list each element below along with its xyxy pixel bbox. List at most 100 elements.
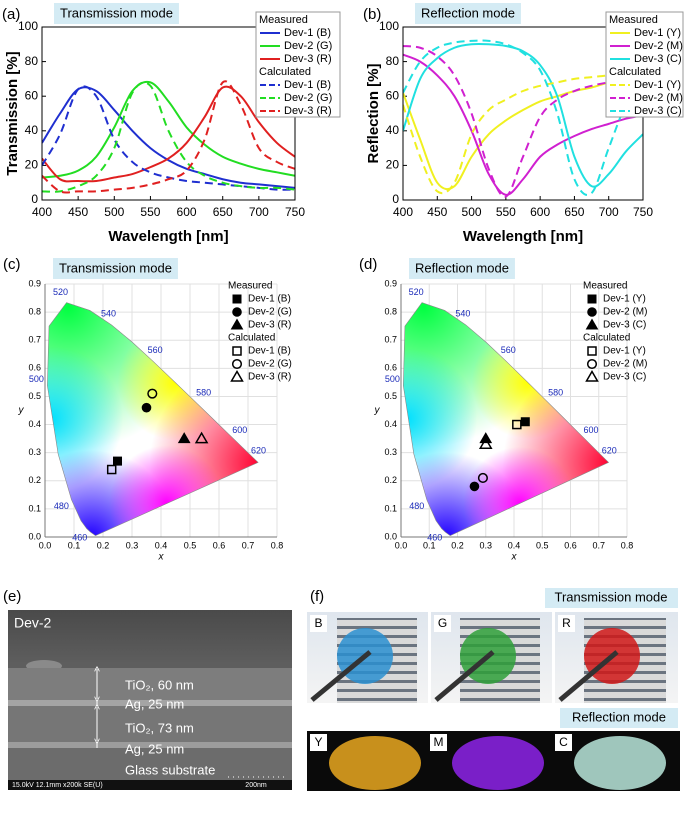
x-tick-label: 0.7 xyxy=(592,540,605,550)
label-box xyxy=(558,615,575,632)
series-line xyxy=(403,39,643,196)
x-tick-label: 0.4 xyxy=(155,540,168,550)
legend-title: Measured xyxy=(228,281,272,292)
series-line xyxy=(42,86,295,189)
locus-label: 500 xyxy=(29,374,44,384)
x-tick-label: 750 xyxy=(285,205,305,219)
legend-label: Dev-2 (M) xyxy=(603,359,647,370)
photo-label: R xyxy=(562,616,571,630)
layer xyxy=(8,700,292,706)
label-box xyxy=(310,615,327,632)
x-tick-label: 400 xyxy=(393,205,413,219)
legend-label: Dev-1 (Y) xyxy=(603,346,646,357)
locus-label: 620 xyxy=(602,445,617,455)
legend: Measured Dev-1 (Y) Dev-2 (M) Dev-3 (C) Calcu… xyxy=(583,281,647,383)
y-tick-label: 0.9 xyxy=(384,278,397,288)
title-group: Transmission mode xyxy=(54,3,179,24)
x-tick-label: 0.8 xyxy=(621,540,634,550)
locus-label: 460 xyxy=(427,532,442,542)
layer xyxy=(8,706,292,742)
legend: Measured Dev-1 (B) Dev-2 (G) Dev-3 (R) Calcu… xyxy=(228,281,292,383)
x-tick-label: 600 xyxy=(177,205,197,219)
legend-marker xyxy=(230,370,244,382)
chart-title: Reflection mode xyxy=(421,5,515,20)
y-tick-label: 0.2 xyxy=(28,475,41,485)
y-tick-label: 40 xyxy=(386,123,400,137)
legend-label: Dev-1 (Y) xyxy=(634,27,681,39)
y-tick-label: 0.9 xyxy=(28,278,41,288)
legend-label: Dev-2 (M) xyxy=(634,40,683,52)
chart-title: Transmission mode xyxy=(59,260,172,275)
y-tick-label: 0.2 xyxy=(384,475,397,485)
photo-label: G xyxy=(438,616,447,630)
y-axis-title: y xyxy=(18,405,25,416)
data-point xyxy=(177,432,191,444)
tweezers xyxy=(434,650,495,702)
x-tick-label: 450 xyxy=(68,205,88,219)
legend-marker xyxy=(585,318,599,330)
legend-label: Dev-3 (R) xyxy=(284,53,332,65)
filter-disc xyxy=(452,736,544,790)
locus-label: 460 xyxy=(72,532,87,542)
legend-title: Measured xyxy=(609,14,658,26)
x-tick-label: 650 xyxy=(213,205,233,219)
title-group: Transmission mode xyxy=(53,258,178,279)
panel-label: (f) xyxy=(310,588,324,605)
y-tick-label: 0.5 xyxy=(28,391,41,401)
y-tick-label: 0.8 xyxy=(28,306,41,316)
series-line xyxy=(403,53,643,196)
plot-lines xyxy=(42,80,295,194)
data-point xyxy=(113,456,122,466)
spectral-locus xyxy=(47,302,259,536)
x-tick-label: 650 xyxy=(564,205,584,219)
legend-label: Dev-1 (B) xyxy=(284,27,331,39)
y-tick-label: 0.3 xyxy=(384,447,397,457)
y-tick-label: 100 xyxy=(379,19,399,33)
data-point xyxy=(194,431,209,444)
y-tick-label: 60 xyxy=(386,88,400,102)
legend-label: Dev-1 (Y) xyxy=(634,79,681,91)
title-box xyxy=(54,3,179,24)
y-tick-label: 0.7 xyxy=(28,335,41,345)
series-line xyxy=(42,85,295,191)
legend-marker xyxy=(232,294,242,304)
chart-title: Reflection mode xyxy=(415,260,509,275)
x-tick-label: 750 xyxy=(633,205,653,219)
legend-title: Calculated xyxy=(609,66,661,78)
y-tick-label: 0.7 xyxy=(384,335,397,345)
chart-title: Transmission mode xyxy=(60,5,173,20)
sample-label: Dev-2 xyxy=(14,615,52,631)
locus-label: 600 xyxy=(232,425,247,435)
x-tick-label: 0.0 xyxy=(395,540,408,550)
series-line xyxy=(403,72,643,195)
y-tick-label: 0.4 xyxy=(28,419,41,429)
title-box xyxy=(53,258,178,279)
x-tick-label: 550 xyxy=(496,205,516,219)
locus-label: 500 xyxy=(385,374,400,384)
x-tick-label: 0.4 xyxy=(508,540,521,550)
panel-label: (e) xyxy=(3,588,21,605)
x-axis-title: x xyxy=(511,552,518,563)
title-box xyxy=(409,258,515,279)
y-tick-label: 0.1 xyxy=(384,503,397,513)
legend-label: Dev-1 (B) xyxy=(248,346,291,357)
y-tick-label: 80 xyxy=(25,54,39,68)
plot-lines xyxy=(403,39,643,198)
info-bar xyxy=(8,780,292,790)
photo-panel: (f) Transmission mode B G R Reflection m… xyxy=(307,588,680,791)
data-point xyxy=(147,388,158,399)
locus-label: 520 xyxy=(409,287,424,297)
y-tick-label: 80 xyxy=(386,54,400,68)
series-line xyxy=(403,42,643,188)
legend-title: Calculated xyxy=(228,333,275,344)
y-tick-label: 0 xyxy=(392,192,399,206)
x-tick-label: 400 xyxy=(32,205,52,219)
x-tick-label: 500 xyxy=(104,205,124,219)
locus-label: 560 xyxy=(148,345,163,355)
title-box xyxy=(415,3,521,24)
x-tick-label: 600 xyxy=(530,205,550,219)
locus-label: 480 xyxy=(54,501,69,511)
x-axis-title: Wavelength [nm] xyxy=(108,228,228,245)
layer xyxy=(8,668,292,700)
layer xyxy=(8,748,292,780)
